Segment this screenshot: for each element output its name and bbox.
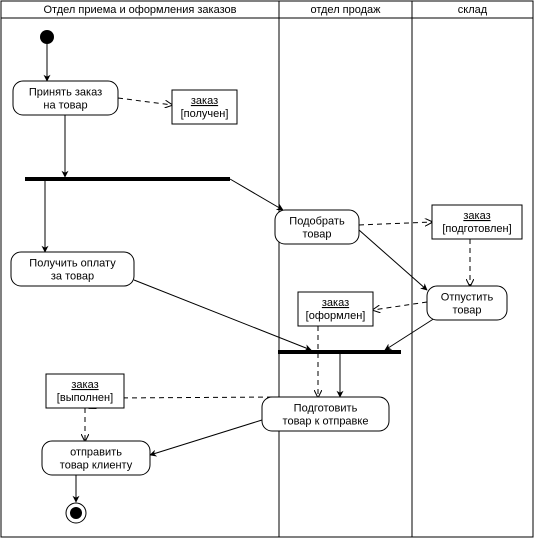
object-o2: заказ[подготовлен] [432, 205, 522, 239]
object-o3: заказ[оформлен] [298, 292, 373, 326]
object-o3-title: заказ [322, 297, 349, 309]
activity-a3-line1: за товар [51, 271, 94, 283]
lane-title-l2: отдел продаж [310, 4, 381, 16]
activity-a1-line1: на товар [43, 100, 87, 112]
activity-diagram: Отдел приема и оформления заказов отдел п… [0, 0, 534, 538]
activity-a2-line0: Подобрать [289, 216, 345, 228]
activity-a2-line1: товар [303, 229, 332, 241]
initial-node [40, 30, 54, 44]
object-o4-title: заказ [71, 379, 98, 391]
object-o2-title: заказ [463, 210, 490, 222]
activity-a6-line1: товар клиенту [60, 460, 133, 472]
object-o1-title: заказ [191, 95, 218, 107]
final-node-dot [70, 507, 82, 519]
activity-a2: Подобратьтовар [275, 210, 359, 244]
lane-title-l1: Отдел приема и оформления заказов [44, 4, 237, 16]
object-o2-state: [подготовлен] [442, 223, 511, 235]
activity-a5-line1: товар к отправке [283, 416, 369, 428]
lane-title-l3: склад [458, 4, 488, 16]
activity-a5-line0: Подготовить [294, 403, 358, 415]
object-o3-state: [оформлен] [306, 310, 366, 322]
activity-a4-line0: Отпустить [441, 292, 494, 304]
activity-a1-line0: Принять заказ [29, 87, 102, 99]
object-o1-state: [получен] [181, 108, 229, 120]
activity-a3-line0: Получить оплату [29, 258, 116, 270]
sync-bar-fork1 [25, 177, 230, 181]
activity-a5: Подготовитьтовар к отправке [262, 397, 389, 431]
activity-a1: Принять заказна товар [13, 81, 118, 115]
activity-a4: Отпуститьтовар [427, 286, 507, 320]
activity-a4-line1: товар [453, 305, 482, 317]
sync-bar-join1 [278, 350, 401, 354]
object-o4-state: [выполнен] [57, 392, 113, 404]
activity-a6-line0: отправить [70, 447, 122, 459]
activity-a3: Получить оплатуза товар [11, 252, 134, 286]
activity-a6: отправитьтовар клиенту [42, 441, 150, 475]
object-o1: заказ[получен] [172, 90, 237, 124]
object-o4: заказ[выполнен] [46, 374, 124, 408]
